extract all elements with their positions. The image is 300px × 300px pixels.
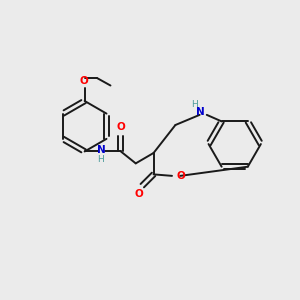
Text: O: O <box>80 76 88 85</box>
Text: N: N <box>97 145 105 155</box>
Text: H: H <box>191 100 198 109</box>
Text: H: H <box>98 155 104 164</box>
Text: O: O <box>116 122 125 133</box>
Text: N: N <box>196 107 205 118</box>
Text: O: O <box>134 189 143 199</box>
Text: O: O <box>176 172 185 182</box>
